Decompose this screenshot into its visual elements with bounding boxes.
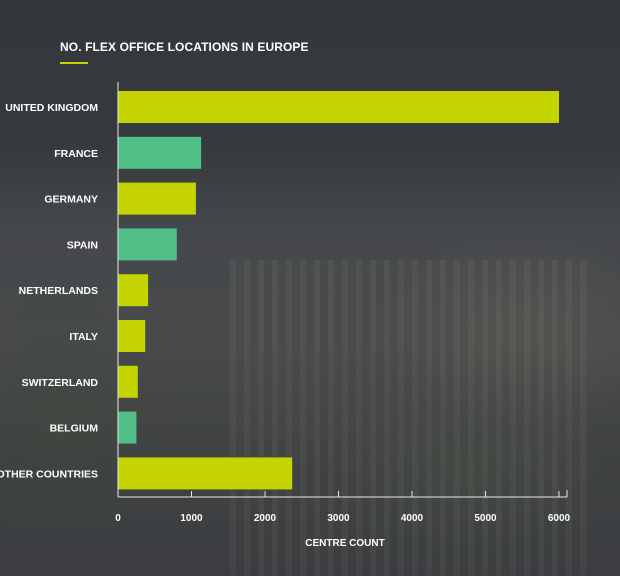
bar-spain — [118, 228, 177, 261]
x-tick-label: 2000 — [254, 513, 277, 524]
chart-title: NO. FLEX OFFICE LOCATIONS IN EUROPE — [60, 40, 309, 54]
bar-other-countries — [118, 457, 293, 490]
x-tick-label: 1000 — [180, 513, 203, 524]
bar-united-kingdom — [118, 91, 559, 123]
x-tick-label: 4000 — [401, 513, 424, 524]
category-label-spain: SPAIN — [67, 239, 98, 251]
category-label-united-kingdom: UNITED KINGDOM — [5, 102, 98, 114]
bar-netherlands — [118, 274, 149, 307]
bar-switzerland — [118, 365, 138, 398]
x-tick-label: 0 — [115, 513, 121, 524]
category-label-italy: ITALY — [69, 331, 98, 343]
x-tick-label: 6000 — [548, 513, 571, 524]
category-label-germany: GERMANY — [44, 194, 98, 206]
bar-france — [118, 136, 202, 169]
category-label-switzerland: SWITZERLAND — [22, 377, 99, 389]
bar-italy — [118, 320, 146, 352]
x-tick-label: 3000 — [327, 513, 350, 524]
bar-germany — [118, 182, 196, 215]
title-underline — [60, 62, 88, 64]
x-axis-label: CENTRE COUNT — [305, 538, 384, 549]
category-label-belgium: BELGIUM — [50, 423, 99, 435]
category-label-other-countries: OTHER COUNTRIES — [0, 468, 98, 480]
category-label-netherlands: NETHERLANDS — [19, 285, 98, 297]
category-label-france: FRANCE — [54, 148, 98, 160]
x-tick-label: 5000 — [474, 513, 497, 524]
bar-belgium — [118, 411, 137, 444]
background-building-texture — [230, 260, 590, 576]
